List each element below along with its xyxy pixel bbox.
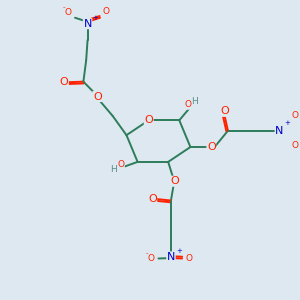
Text: O: O <box>171 176 179 186</box>
Text: H: H <box>191 97 197 106</box>
Text: O: O <box>103 7 110 16</box>
Text: N: N <box>275 126 284 136</box>
Text: -: - <box>62 4 65 10</box>
Text: O: O <box>148 194 157 204</box>
Text: -: - <box>299 107 300 113</box>
Text: -: - <box>146 250 148 256</box>
Text: O: O <box>60 77 68 87</box>
Text: O: O <box>291 141 298 150</box>
Text: +: + <box>176 248 182 254</box>
Text: O: O <box>148 254 155 263</box>
Text: +: + <box>93 14 98 20</box>
Text: O: O <box>64 8 72 17</box>
Text: O: O <box>291 111 298 120</box>
Text: H: H <box>110 165 117 174</box>
Text: N: N <box>83 19 92 29</box>
Text: O: O <box>93 92 102 101</box>
Text: O: O <box>185 254 193 263</box>
Text: N: N <box>167 252 175 262</box>
Text: O: O <box>185 100 192 109</box>
Text: O: O <box>207 142 216 152</box>
Text: O: O <box>117 160 124 169</box>
Text: O: O <box>220 106 229 116</box>
Text: +: + <box>284 120 290 126</box>
Text: O: O <box>144 115 153 125</box>
